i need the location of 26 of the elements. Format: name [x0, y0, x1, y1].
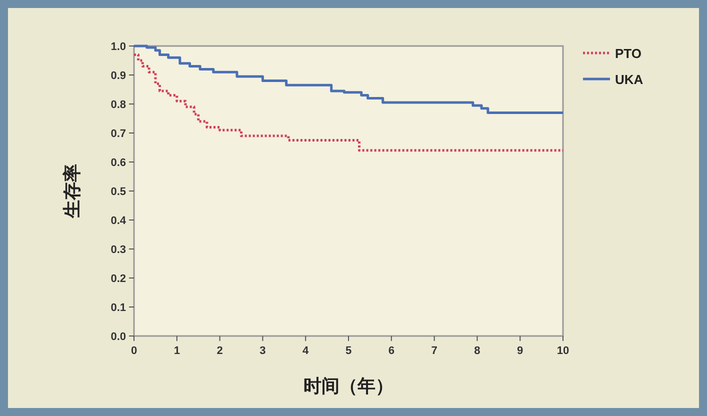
x-tick-label: 6 [388, 345, 394, 357]
y-tick-label: 0.1 [110, 302, 126, 314]
x-axis-title: 时间（年） [304, 376, 394, 396]
x-tick-label: 7 [431, 345, 438, 357]
legend-label: PTO [615, 46, 642, 61]
y-tick-label: 0.7 [110, 128, 126, 140]
x-tick-label: 9 [517, 345, 524, 357]
y-tick-label: 0.4 [110, 215, 127, 227]
y-tick-label: 1.0 [110, 41, 126, 53]
y-tick-label: 0.8 [110, 99, 126, 111]
x-tick-label: 1 [174, 345, 180, 357]
legend-label: UKA [615, 72, 644, 87]
x-tick-label: 2 [216, 345, 223, 357]
x-tick-label: 3 [260, 345, 266, 357]
y-axis-title: 生存率 [62, 164, 82, 219]
x-tick-label: 0 [130, 345, 138, 357]
y-tick-label: 0.3 [110, 244, 126, 256]
y-tick-label: 0.5 [110, 186, 126, 198]
y-tick-label: 0.0 [110, 331, 126, 343]
x-tick-label: 4 [302, 345, 310, 357]
y-tick-label: 0.6 [110, 157, 126, 169]
x-tick-label: 8 [474, 345, 480, 357]
x-tick-label: 10 [556, 345, 570, 357]
y-tick-label: 0.9 [110, 70, 126, 82]
x-tick-label: 5 [345, 345, 352, 357]
y-tick-label: 0.2 [110, 273, 126, 285]
